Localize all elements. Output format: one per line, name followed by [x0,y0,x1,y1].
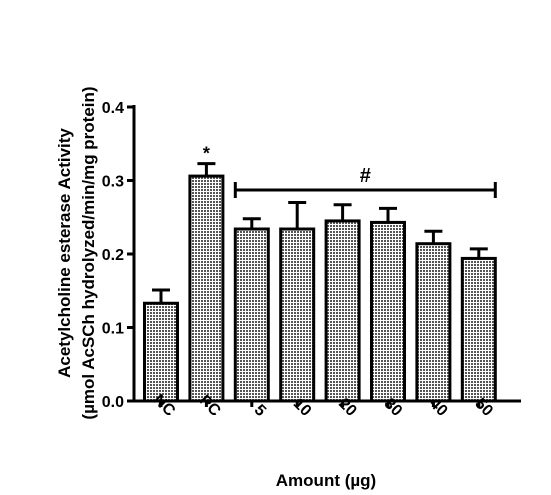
bar-group [233,217,270,403]
significance-marker-pc: * [203,144,210,164]
bar [188,174,225,403]
y-tick-label: 0.0 [102,394,124,411]
bar [460,256,497,403]
bar-group [143,288,179,403]
x-tick-label: 5 [251,402,269,420]
bar [370,220,406,403]
bars [143,162,497,403]
bar [233,227,270,403]
bar [324,219,361,403]
bar-group [370,206,406,403]
bar-group [279,201,316,403]
bar-group [415,229,452,403]
y-axis-label-line2: (µmol AcSCh hydrolyzed/min/mg protein) [79,86,98,419]
y-axis-label-line1: Acetylcholine esterase Activity [55,128,74,378]
y-ticks: 0.0 0.1 0.2 0.3 0.4 [102,100,134,411]
bar [415,242,452,403]
significance-marker-group: # [360,165,371,187]
bar [143,301,179,403]
bar-group [324,203,361,403]
y-tick-label: 0.2 [102,247,124,264]
y-tick-label: 0.1 [102,321,124,338]
y-tick-label: 0.4 [102,100,124,117]
bar-group [460,247,497,403]
bar [279,227,316,403]
group-bracket [233,182,497,198]
y-tick-label: 0.3 [102,174,124,191]
x-axis-label: Amount (µg) [276,471,376,490]
bar-group [188,162,225,403]
